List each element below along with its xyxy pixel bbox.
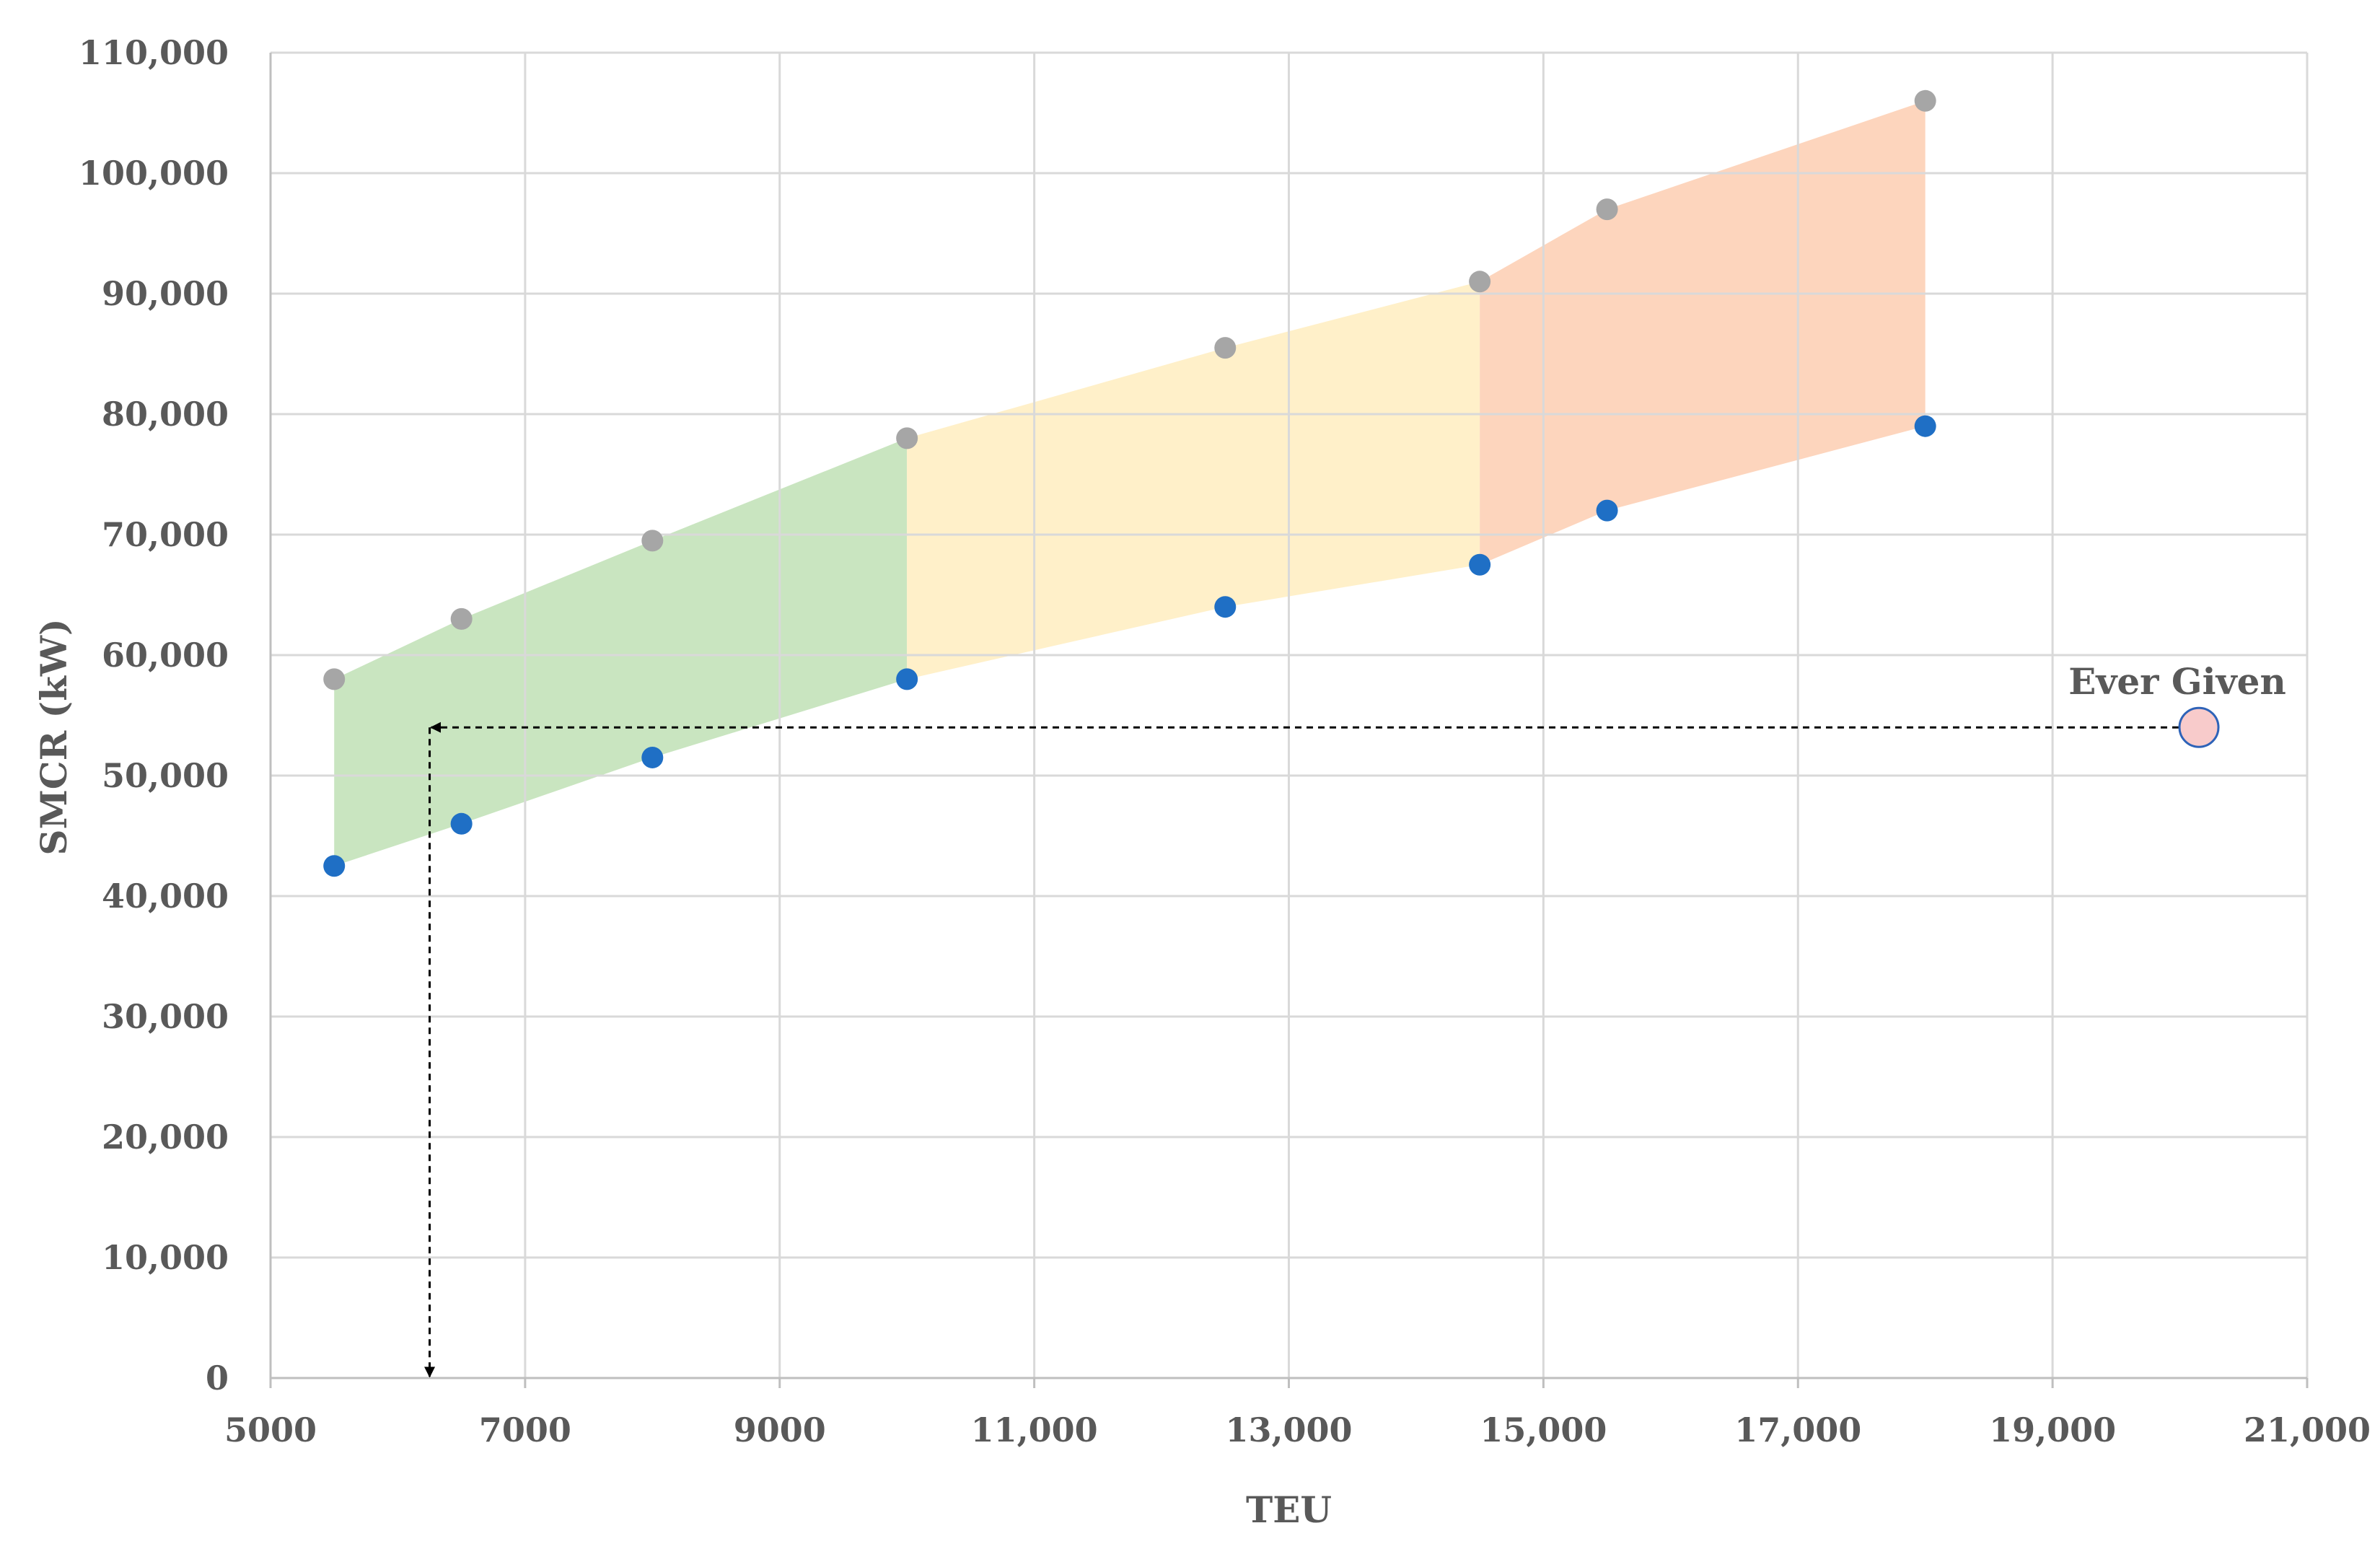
x-tick-label: 15,000	[1480, 1410, 1607, 1449]
y-tick-label: 20,000	[102, 1118, 229, 1157]
upper-series-point	[1469, 271, 1491, 293]
grid-lines	[271, 51, 2309, 1378]
annotation-layer: Ever Given	[424, 660, 2286, 1378]
y-tick-label: 60,000	[102, 636, 229, 675]
y-tick-label: 100,000	[79, 154, 229, 193]
data-points	[323, 89, 1936, 877]
y-tick-label: 110,000	[79, 33, 229, 72]
range-band-3	[1480, 100, 1925, 565]
lower-series-point	[896, 668, 918, 690]
range-band-2	[907, 281, 1480, 680]
y-tick-label: 40,000	[102, 877, 229, 916]
x-tick-label: 21,000	[2244, 1410, 2371, 1449]
range-bands	[334, 100, 1925, 866]
x-tick-label: 11,000	[971, 1410, 1098, 1449]
lower-series-point	[1214, 596, 1237, 618]
x-tick-label: 19,000	[1989, 1410, 2116, 1449]
ever-given-marker	[2178, 706, 2220, 748]
lower-series-point	[1914, 415, 1936, 437]
y-tick-label: 30,000	[102, 997, 229, 1036]
y-axis-title: SMCR (kW)	[32, 618, 75, 855]
lower-series-point	[1596, 499, 1618, 522]
lower-series-point	[450, 812, 473, 835]
upper-series-point	[1596, 198, 1618, 221]
axes	[269, 53, 2309, 1388]
upper-series-point	[1914, 89, 1936, 112]
y-tick-label: 70,000	[102, 515, 229, 554]
upper-series-point	[323, 668, 346, 690]
tick-labels: 5000 7000 9000 11,000 13,000 15,000 17,000 19,0…	[79, 33, 2371, 1449]
x-tick-label: 9000	[734, 1410, 826, 1449]
x-axis-title: TEU	[1246, 1488, 1332, 1531]
lower-series-point	[641, 746, 664, 768]
y-tick-label: 80,000	[102, 395, 229, 434]
x-tick-label: 5000	[224, 1410, 317, 1449]
lower-series-point	[1469, 553, 1491, 576]
upper-series-point	[1214, 337, 1237, 359]
y-tick-label: 0	[206, 1359, 229, 1397]
upper-series-point	[450, 607, 473, 630]
y-tick-label: 90,000	[102, 274, 229, 313]
x-tick-label: 7000	[479, 1410, 571, 1449]
x-tick-label: 13,000	[1225, 1410, 1352, 1449]
lower-series-point	[323, 855, 346, 877]
upper-series-point	[896, 427, 918, 449]
range-band-1	[334, 438, 908, 866]
x-tick-label: 17,000	[1734, 1410, 1861, 1449]
y-tick-label: 10,000	[102, 1238, 229, 1277]
upper-series-point	[641, 530, 664, 552]
ever-given-label: Ever Given	[2068, 660, 2286, 703]
y-tick-label: 50,000	[102, 756, 229, 795]
